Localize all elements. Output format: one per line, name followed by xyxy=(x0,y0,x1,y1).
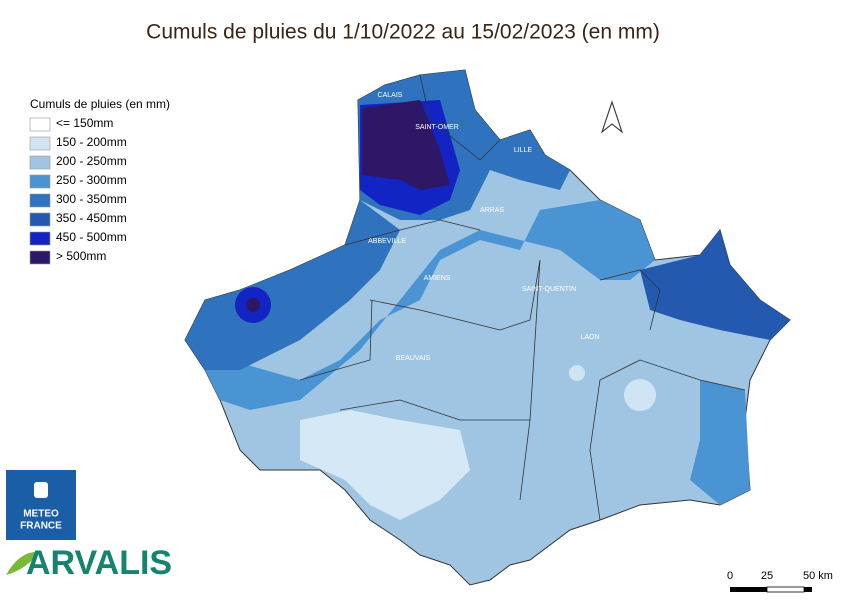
zone-mid-east xyxy=(690,380,750,505)
zone-light-spot xyxy=(569,365,585,381)
borders xyxy=(299,74,746,521)
city-label: SAINT-OMER xyxy=(415,124,459,131)
city-label: BEAUVAIS xyxy=(396,355,431,362)
city-labels: CALAIS SAINT-OMER LILLE ARRAS ABBEVILLE AMIEN… xyxy=(368,92,599,362)
city-label: CALAIS xyxy=(378,92,403,99)
north-arrow xyxy=(600,100,624,134)
meteo-logo-box xyxy=(6,470,76,540)
legend-title: Cumuls de pluies (en mm) xyxy=(30,97,170,111)
legend-swatch xyxy=(29,231,51,246)
legend-label: 300 - 350mm xyxy=(56,192,127,206)
zone-mid xyxy=(205,200,655,410)
zone-light-spot xyxy=(624,379,656,411)
meteo-logo-text: METEO xyxy=(23,509,59,520)
legend-label: 200 - 250mm xyxy=(56,154,127,168)
legend-swatch xyxy=(29,174,51,189)
legend-label: 250 - 300mm xyxy=(56,173,127,187)
zone-light xyxy=(300,410,470,520)
legend-swatch xyxy=(29,155,51,170)
scale-bar-dark xyxy=(730,587,767,592)
city-label: ABBEVILLE xyxy=(368,238,406,245)
legend-label: > 500mm xyxy=(56,249,106,263)
city-label: LILLE xyxy=(514,147,533,154)
city-label: SAINT-QUENTIN xyxy=(522,286,576,293)
arvalis-leaf xyxy=(6,551,40,575)
city-label: ARRAS xyxy=(480,207,504,214)
legend-label: 450 - 500mm xyxy=(56,230,127,244)
zone-dark-west xyxy=(185,200,400,370)
legend-label: <= 150mm xyxy=(56,116,113,130)
scale-label: 0 xyxy=(727,570,733,582)
legend-swatch xyxy=(29,193,51,208)
arvalis-logo-text: ARVALIS xyxy=(26,544,172,582)
map-title: Cumuls de pluies du 1/10/2022 au 15/02/2… xyxy=(146,21,660,44)
legend-swatch xyxy=(29,212,51,227)
meteo-logo-icon xyxy=(34,482,48,498)
legend-label: 150 - 200mm xyxy=(56,135,127,149)
legend: Cumuls de pluies (en mm) <= 150mm 150 - 2… xyxy=(29,97,170,265)
legend-swatch xyxy=(29,117,51,132)
zone-500 xyxy=(362,100,450,190)
scale-label: 50 km xyxy=(803,570,833,582)
legend-label: 350 - 450mm xyxy=(56,211,127,225)
legend-swatch xyxy=(29,136,51,151)
scale-bar-dark xyxy=(804,587,812,592)
zone-dark-east xyxy=(640,230,790,340)
zone-spot-center xyxy=(246,298,260,312)
scale-label: 25 xyxy=(761,570,773,582)
city-label: LAON xyxy=(580,334,599,341)
city-label: AMIENS xyxy=(424,275,451,282)
legend-swatch xyxy=(29,250,51,265)
meteo-logo-text: FRANCE xyxy=(20,521,62,532)
scale-bar-light xyxy=(766,586,805,593)
